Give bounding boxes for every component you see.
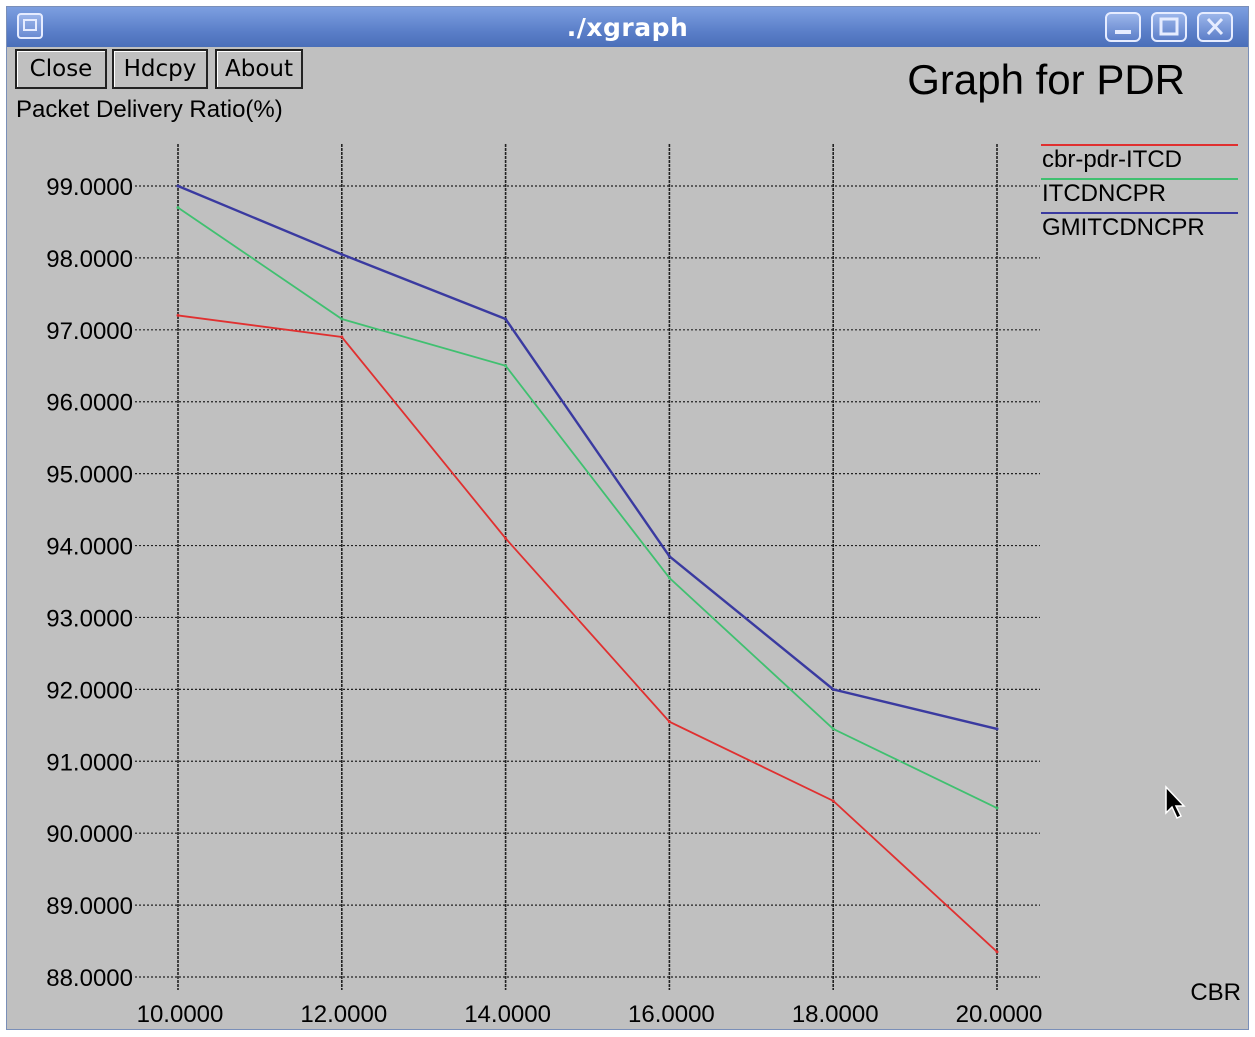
close-icon[interactable] xyxy=(1197,12,1233,42)
data-point xyxy=(995,950,999,954)
y-tick-label: 93.0000 xyxy=(46,605,133,632)
x-axis-label: CBR xyxy=(1190,979,1241,1006)
data-point xyxy=(667,576,671,580)
data-point xyxy=(995,806,999,810)
x-tick-label: 16.0000 xyxy=(628,1001,715,1028)
x-tick-label: 10.0000 xyxy=(137,1001,224,1028)
hdcpy-button[interactable]: Hdcpy xyxy=(112,49,208,89)
close-button[interactable]: Close xyxy=(15,49,107,89)
data-point xyxy=(995,727,999,731)
data-point xyxy=(504,364,508,368)
y-tick-label: 89.0000 xyxy=(46,893,133,920)
window-title: ./xgraph xyxy=(566,13,689,42)
about-button[interactable]: About xyxy=(215,49,303,89)
data-point xyxy=(504,536,508,540)
legend-label: cbr-pdr-ITCD xyxy=(1042,146,1182,173)
series-line-GMITCDNCPR xyxy=(177,184,998,731)
data-point xyxy=(504,317,508,321)
data-point xyxy=(340,335,344,339)
data-point xyxy=(667,720,671,724)
title-bar[interactable]: ./xgraph xyxy=(7,7,1248,47)
legend-label: ITCDNCPR xyxy=(1042,180,1166,207)
data-point xyxy=(176,184,180,188)
y-tick-label: 99.0000 xyxy=(46,174,133,201)
y-tick-label: 97.0000 xyxy=(46,318,133,345)
maximize-icon[interactable] xyxy=(1151,12,1187,42)
legend-label: GMITCDNCPR xyxy=(1042,214,1205,241)
y-tick-label: 95.0000 xyxy=(46,462,133,489)
mouse-pointer-icon xyxy=(1165,785,1186,820)
data-point xyxy=(667,554,671,558)
xgraph-window: ./xgraph Close Hdcpy About xyxy=(6,6,1249,1030)
data-point xyxy=(176,313,180,317)
minimize-icon[interactable] xyxy=(1105,12,1141,42)
y-tick-label: 88.0000 xyxy=(46,965,133,992)
y-tick-label: 98.0000 xyxy=(46,246,133,273)
data-point xyxy=(176,206,180,210)
series-line-cbr-pdr-ITCD xyxy=(177,314,998,953)
x-tick-label: 14.0000 xyxy=(464,1001,551,1028)
window-menu-icon[interactable] xyxy=(17,13,43,39)
y-tick-label: 91.0000 xyxy=(46,749,133,776)
y-tick-label: 94.0000 xyxy=(46,534,133,561)
data-point xyxy=(831,799,835,803)
chart-title: Graph for PDR xyxy=(907,56,1185,103)
y-tick-label: 96.0000 xyxy=(46,390,133,417)
data-point xyxy=(831,687,835,691)
y-axis-label: Packet Delivery Ratio(%) xyxy=(16,96,283,123)
series-line-ITCDNCPR xyxy=(177,206,998,809)
y-tick-label: 92.0000 xyxy=(46,677,133,704)
x-tick-label: 20.0000 xyxy=(956,1001,1043,1028)
y-tick-label: 90.0000 xyxy=(46,821,133,848)
x-tick-label: 12.0000 xyxy=(300,1001,387,1028)
x-tick-label: 18.0000 xyxy=(792,1001,879,1028)
data-point xyxy=(340,317,344,321)
data-point xyxy=(831,727,835,731)
data-point xyxy=(340,252,344,256)
